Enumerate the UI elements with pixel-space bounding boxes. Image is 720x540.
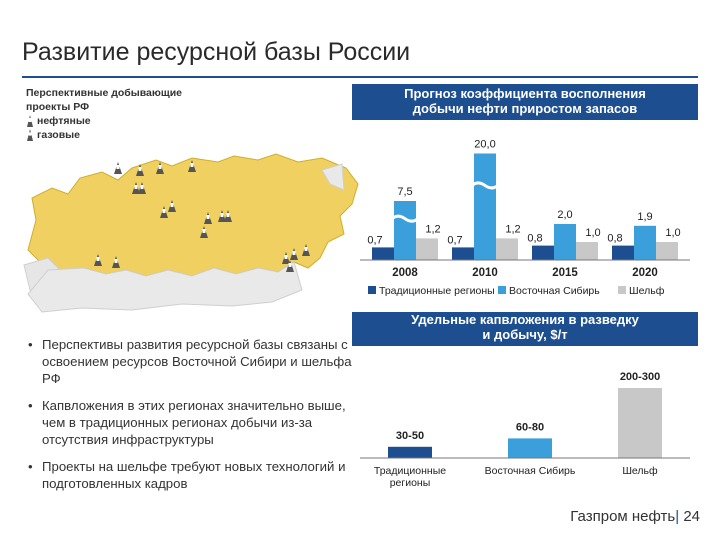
oil-derrick-icon: [282, 252, 290, 264]
russia-map: [22, 80, 360, 325]
legend-swatch: [618, 286, 626, 294]
oil-derrick-icon: [136, 164, 144, 176]
chart2-title-banner: Удельные капвложения в разведку и добычу…: [352, 312, 698, 346]
chart2-title-line1: Удельные капвложения в разведку: [411, 312, 639, 327]
x-tick-label: регионы: [390, 477, 431, 489]
bar-2: [618, 388, 662, 458]
legend-label: Традиционные регионы: [379, 285, 495, 297]
map-legend-heading-2: проекты РФ: [26, 101, 90, 113]
bar-2008-2: [416, 238, 438, 260]
data-label: 1,9: [637, 211, 652, 223]
oil-derrick-icon: [200, 226, 208, 238]
bullet-item: • Капвложения в этих регионах значительно…: [28, 398, 346, 447]
oil-derrick-icon: [224, 210, 232, 222]
legend-label: Шельф: [629, 285, 665, 297]
replacement-ratio-chart: 0,7 7,5 1,2 2008 0,7 20,0 1,2 2010 0,8 2,0 1,0 2015…: [360, 139, 690, 297]
oil-derrick-icon: [114, 162, 122, 174]
bar-2008-1: [394, 201, 416, 260]
bar-2010-1: [474, 153, 496, 260]
footer-page-number: 24: [683, 508, 700, 525]
legend-label: Восточная Сибирь: [509, 285, 600, 297]
map-legend: Перспективные добывающие проекты РФ нефт…: [26, 86, 182, 142]
oil-derrick-icon: [132, 182, 140, 194]
data-label: 1,0: [665, 227, 680, 239]
data-label: 30-50: [396, 430, 424, 442]
bar-2015-1: [554, 224, 576, 260]
oil-derrick-icon: [290, 248, 298, 260]
footer: Газпром нефть| 24: [570, 508, 700, 525]
bullet-list: • Перспективы развития ресурсной базы свя…: [28, 336, 358, 502]
bar-2015-2: [576, 242, 598, 260]
data-label: 7,5: [397, 186, 412, 198]
oil-derrick-icon: [156, 162, 164, 174]
bar-2020-1: [634, 225, 656, 260]
x-tick-label: 2015: [552, 267, 578, 279]
axis-break-mark: [391, 214, 419, 223]
gas-derrick-icon: [27, 129, 33, 141]
data-label: 1,2: [425, 223, 440, 235]
data-label: 0,8: [527, 233, 542, 245]
chart1-title-line1: Прогноз коэффициента восполнения: [404, 86, 646, 101]
oil-derrick-icon: [27, 115, 33, 127]
bar-2015-0: [532, 245, 554, 260]
data-label: 0,7: [367, 234, 382, 246]
data-label: 1,2: [505, 223, 520, 235]
oil-derrick-icon: [138, 182, 146, 194]
chart1-title-line2: добычи нефти приростом запасов: [412, 101, 638, 116]
data-label: 2,0: [557, 209, 572, 221]
data-label: 20,0: [474, 139, 495, 151]
oil-derrick-icon: [160, 206, 168, 218]
data-label: 0,7: [447, 234, 462, 246]
oil-derrick-icon: [286, 260, 294, 272]
project-pins: [94, 160, 310, 272]
legend-swatch: [498, 286, 506, 294]
chart1-title-banner: Прогноз коэффициента восполнения добычи …: [352, 84, 698, 120]
oil-derrick-icon: [94, 254, 102, 266]
bullet-item: • Проекты на шельфе требуют новых техноло…: [28, 459, 346, 491]
legend-gas-label: газовые: [37, 129, 80, 141]
data-label: 200-300: [620, 371, 660, 383]
bar-0: [388, 446, 432, 458]
data-label: 0,8: [607, 233, 622, 245]
oil-derrick-icon: [188, 160, 196, 172]
axis-break-mark: [471, 181, 499, 190]
chart2-title-line2: и добычу, $/т: [482, 327, 568, 342]
map-legend-heading-1: Перспективные добывающие: [26, 87, 183, 99]
x-tick-label: 2020: [632, 267, 658, 279]
data-label: 60-80: [516, 421, 544, 433]
data-label: 1,0: [585, 227, 600, 239]
bar-2008-0: [372, 247, 394, 260]
oil-derrick-icon: [168, 200, 176, 212]
oil-derrick-icon: [218, 210, 226, 222]
bar-2010-2: [496, 238, 518, 260]
x-tick-label: Восточная Сибирь: [485, 465, 576, 477]
oil-derrick-icon: [204, 212, 212, 224]
bar-1: [508, 438, 552, 458]
bar-2010-0: [452, 247, 474, 260]
oil-derrick-icon: [302, 244, 310, 256]
page-title: Развитие ресурсной базы России: [22, 38, 411, 66]
legend-swatch: [368, 286, 376, 294]
x-tick-label: 2008: [392, 267, 418, 279]
title-divider: [22, 76, 698, 78]
x-tick-label: Традиционные: [374, 465, 446, 477]
legend-oil-label: нефтяные: [37, 115, 91, 127]
bar-2020-2: [656, 242, 678, 260]
oil-derrick-icon: [112, 256, 120, 268]
russia-map-shape: [23, 153, 359, 313]
bar-2020-0: [612, 245, 634, 260]
footer-company: Газпром нефть: [570, 508, 676, 525]
x-tick-label: 2010: [472, 267, 498, 279]
bullet-item: • Перспективы развития ресурсной базы свя…: [28, 337, 352, 386]
x-tick-label: Шельф: [622, 465, 658, 477]
